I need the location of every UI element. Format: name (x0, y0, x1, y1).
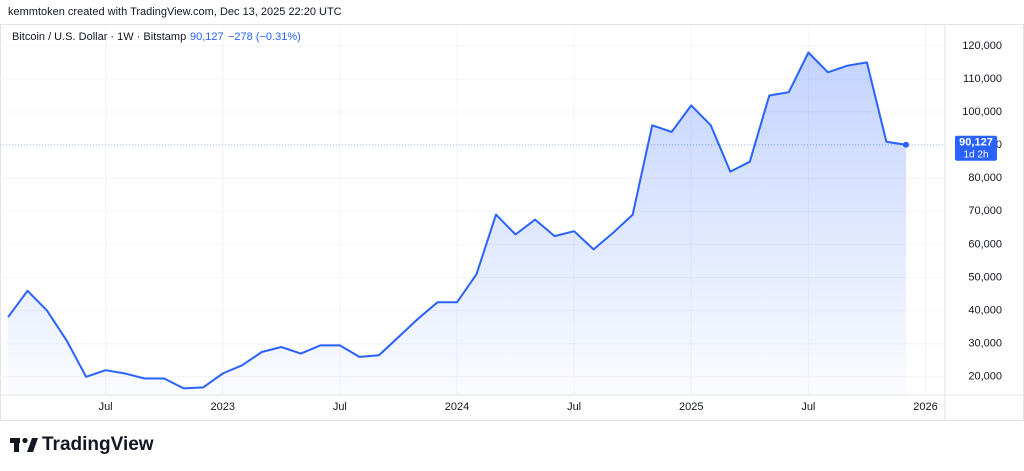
y-tick-label: 40,000 (968, 305, 1002, 317)
x-tick-label: 2023 (210, 401, 234, 413)
line (7, 51, 907, 390)
y-tick-label: 110,000 (963, 73, 1002, 85)
y-tick-label: 20,000 (968, 371, 1002, 383)
y-tick-label: 30,000 (968, 338, 1002, 350)
logo (10, 437, 38, 452)
legend-price: 90,127 (190, 31, 224, 43)
x-tick-label: 2024 (445, 401, 469, 413)
credit: kemmtoken created with TradingView.com, … (8, 6, 342, 18)
price-tag-label: 90,127 (959, 137, 993, 149)
x-tick-label: Jul (567, 401, 581, 413)
legend-title: Bitcoin / U.S. Dollar · 1W · Bitstamp (12, 31, 186, 43)
x-tick-label: Jul (333, 401, 347, 413)
y-tick-label: 60,000 (968, 238, 1002, 250)
brand: TradingView (42, 434, 154, 455)
legend-change: −278 (−0.31%) (228, 31, 301, 43)
plot (0, 25, 945, 395)
x-tick-label: Jul (99, 401, 113, 413)
countdown: 1d 2h (963, 149, 988, 160)
x-tick-label: 2026 (913, 401, 937, 413)
x-tick-label: Jul (801, 401, 815, 413)
y-tick-label: 120,000 (962, 40, 1002, 52)
x-tick-label: 2025 (679, 401, 703, 413)
last-point (902, 141, 909, 148)
y-tick-label: 50,000 (968, 271, 1002, 283)
y-tick-label: 100,000 (962, 106, 1002, 118)
price-tag (955, 135, 997, 161)
y-tick-label: 80,000 (968, 172, 1002, 184)
area (8, 52, 906, 395)
y-tick-label: 70,000 (968, 205, 1002, 217)
